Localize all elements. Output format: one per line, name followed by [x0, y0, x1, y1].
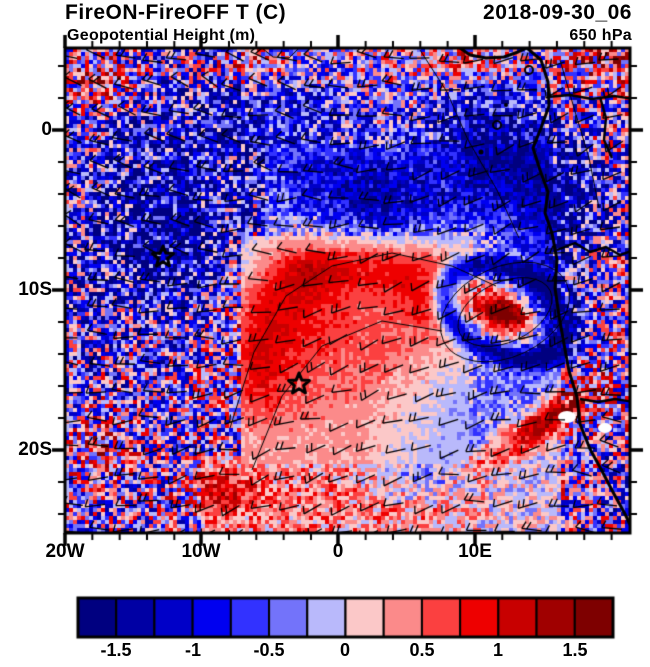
weather-plot-page: FireON-FireOFF T (C) 2018-09-30_06 Geopo… [0, 0, 650, 667]
weather-map-canvas [0, 0, 650, 667]
